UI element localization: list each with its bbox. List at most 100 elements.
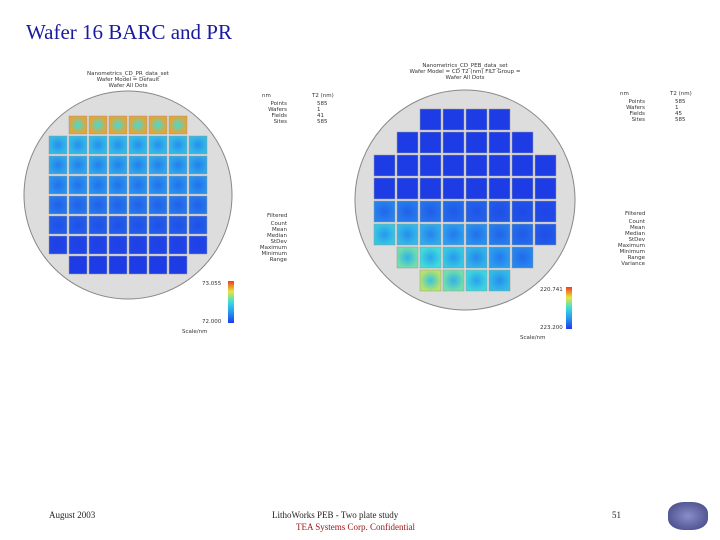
die [442,246,465,269]
die [396,200,419,223]
table-cell: Sites [274,119,288,125]
die [68,115,88,135]
die [48,135,68,155]
map-caption: Wafer All Dots [109,83,148,89]
footer-date: August 2003 [49,510,96,520]
scale-label: 72.000 [202,319,222,325]
table-cell: Range [628,255,646,261]
die [465,108,488,131]
die [48,175,68,195]
table-cell: 585 [675,99,686,105]
scale-caption: Scale/nm [182,329,208,335]
die [188,195,208,215]
die [488,200,511,223]
die [442,269,465,292]
die [168,255,188,275]
die [419,154,442,177]
die [442,131,465,154]
die [148,195,168,215]
die [534,223,557,246]
table-cell: 1 [317,107,321,113]
die [108,135,128,155]
die [68,135,88,155]
table-cell: Minimum [262,251,288,257]
die [465,131,488,154]
die [465,200,488,223]
map-caption: Nanometrics_CD_PR_data_set [87,71,170,77]
die [188,135,208,155]
slide-title: Wafer 16 BARC and PR [26,20,232,44]
die [148,215,168,235]
die [148,255,168,275]
die [465,154,488,177]
map-caption: Wafer Model = CD T2 (nm) FILT Group = [409,69,520,75]
table-cell: StDev [270,239,287,245]
die [488,177,511,200]
scale-caption: Scale/nm [520,335,546,341]
die [442,200,465,223]
die [68,255,88,275]
die [88,215,108,235]
die [88,135,108,155]
die [511,154,534,177]
die [88,115,108,135]
die [396,246,419,269]
table-header: T2 (nm) [669,91,692,97]
die [168,235,188,255]
table-cell: Count [629,219,646,225]
table-cell: 585 [675,117,686,123]
die [148,235,168,255]
die [108,255,128,275]
die [465,246,488,269]
die [88,195,108,215]
die [188,175,208,195]
die [48,235,68,255]
die [128,175,148,195]
die [488,154,511,177]
die [488,223,511,246]
table-cell: Median [625,231,646,237]
die [188,155,208,175]
die [419,223,442,246]
die [108,115,128,135]
die [88,155,108,175]
die [88,255,108,275]
die [128,155,148,175]
die [419,108,442,131]
die [68,175,88,195]
die [108,195,128,215]
die [128,255,148,275]
table-cell: StDev [628,237,645,243]
die [419,269,442,292]
die [48,155,68,175]
table-cell: 585 [317,101,328,107]
table-cell: Points [628,99,645,105]
color-scale [566,287,572,329]
table-cell: Range [270,257,288,263]
table-cell: Variance [621,261,645,267]
die [108,155,128,175]
die [419,200,442,223]
die [534,177,557,200]
die [148,175,168,195]
die [442,108,465,131]
map-caption: Wafer Model = Default [97,77,160,83]
table-cell: Wafers [268,107,287,113]
die [148,135,168,155]
die [48,215,68,235]
die [108,215,128,235]
die [108,235,128,255]
die [488,131,511,154]
die [68,155,88,175]
die [148,115,168,135]
table-cell: Median [267,233,288,239]
table-cell: Fields [271,113,287,119]
scale-label: 73.055 [202,281,222,287]
die [419,177,442,200]
table-cell: 1 [675,105,679,111]
die [168,175,188,195]
table-cell: 585 [317,119,328,125]
die [168,135,188,155]
die [442,154,465,177]
die [68,215,88,235]
